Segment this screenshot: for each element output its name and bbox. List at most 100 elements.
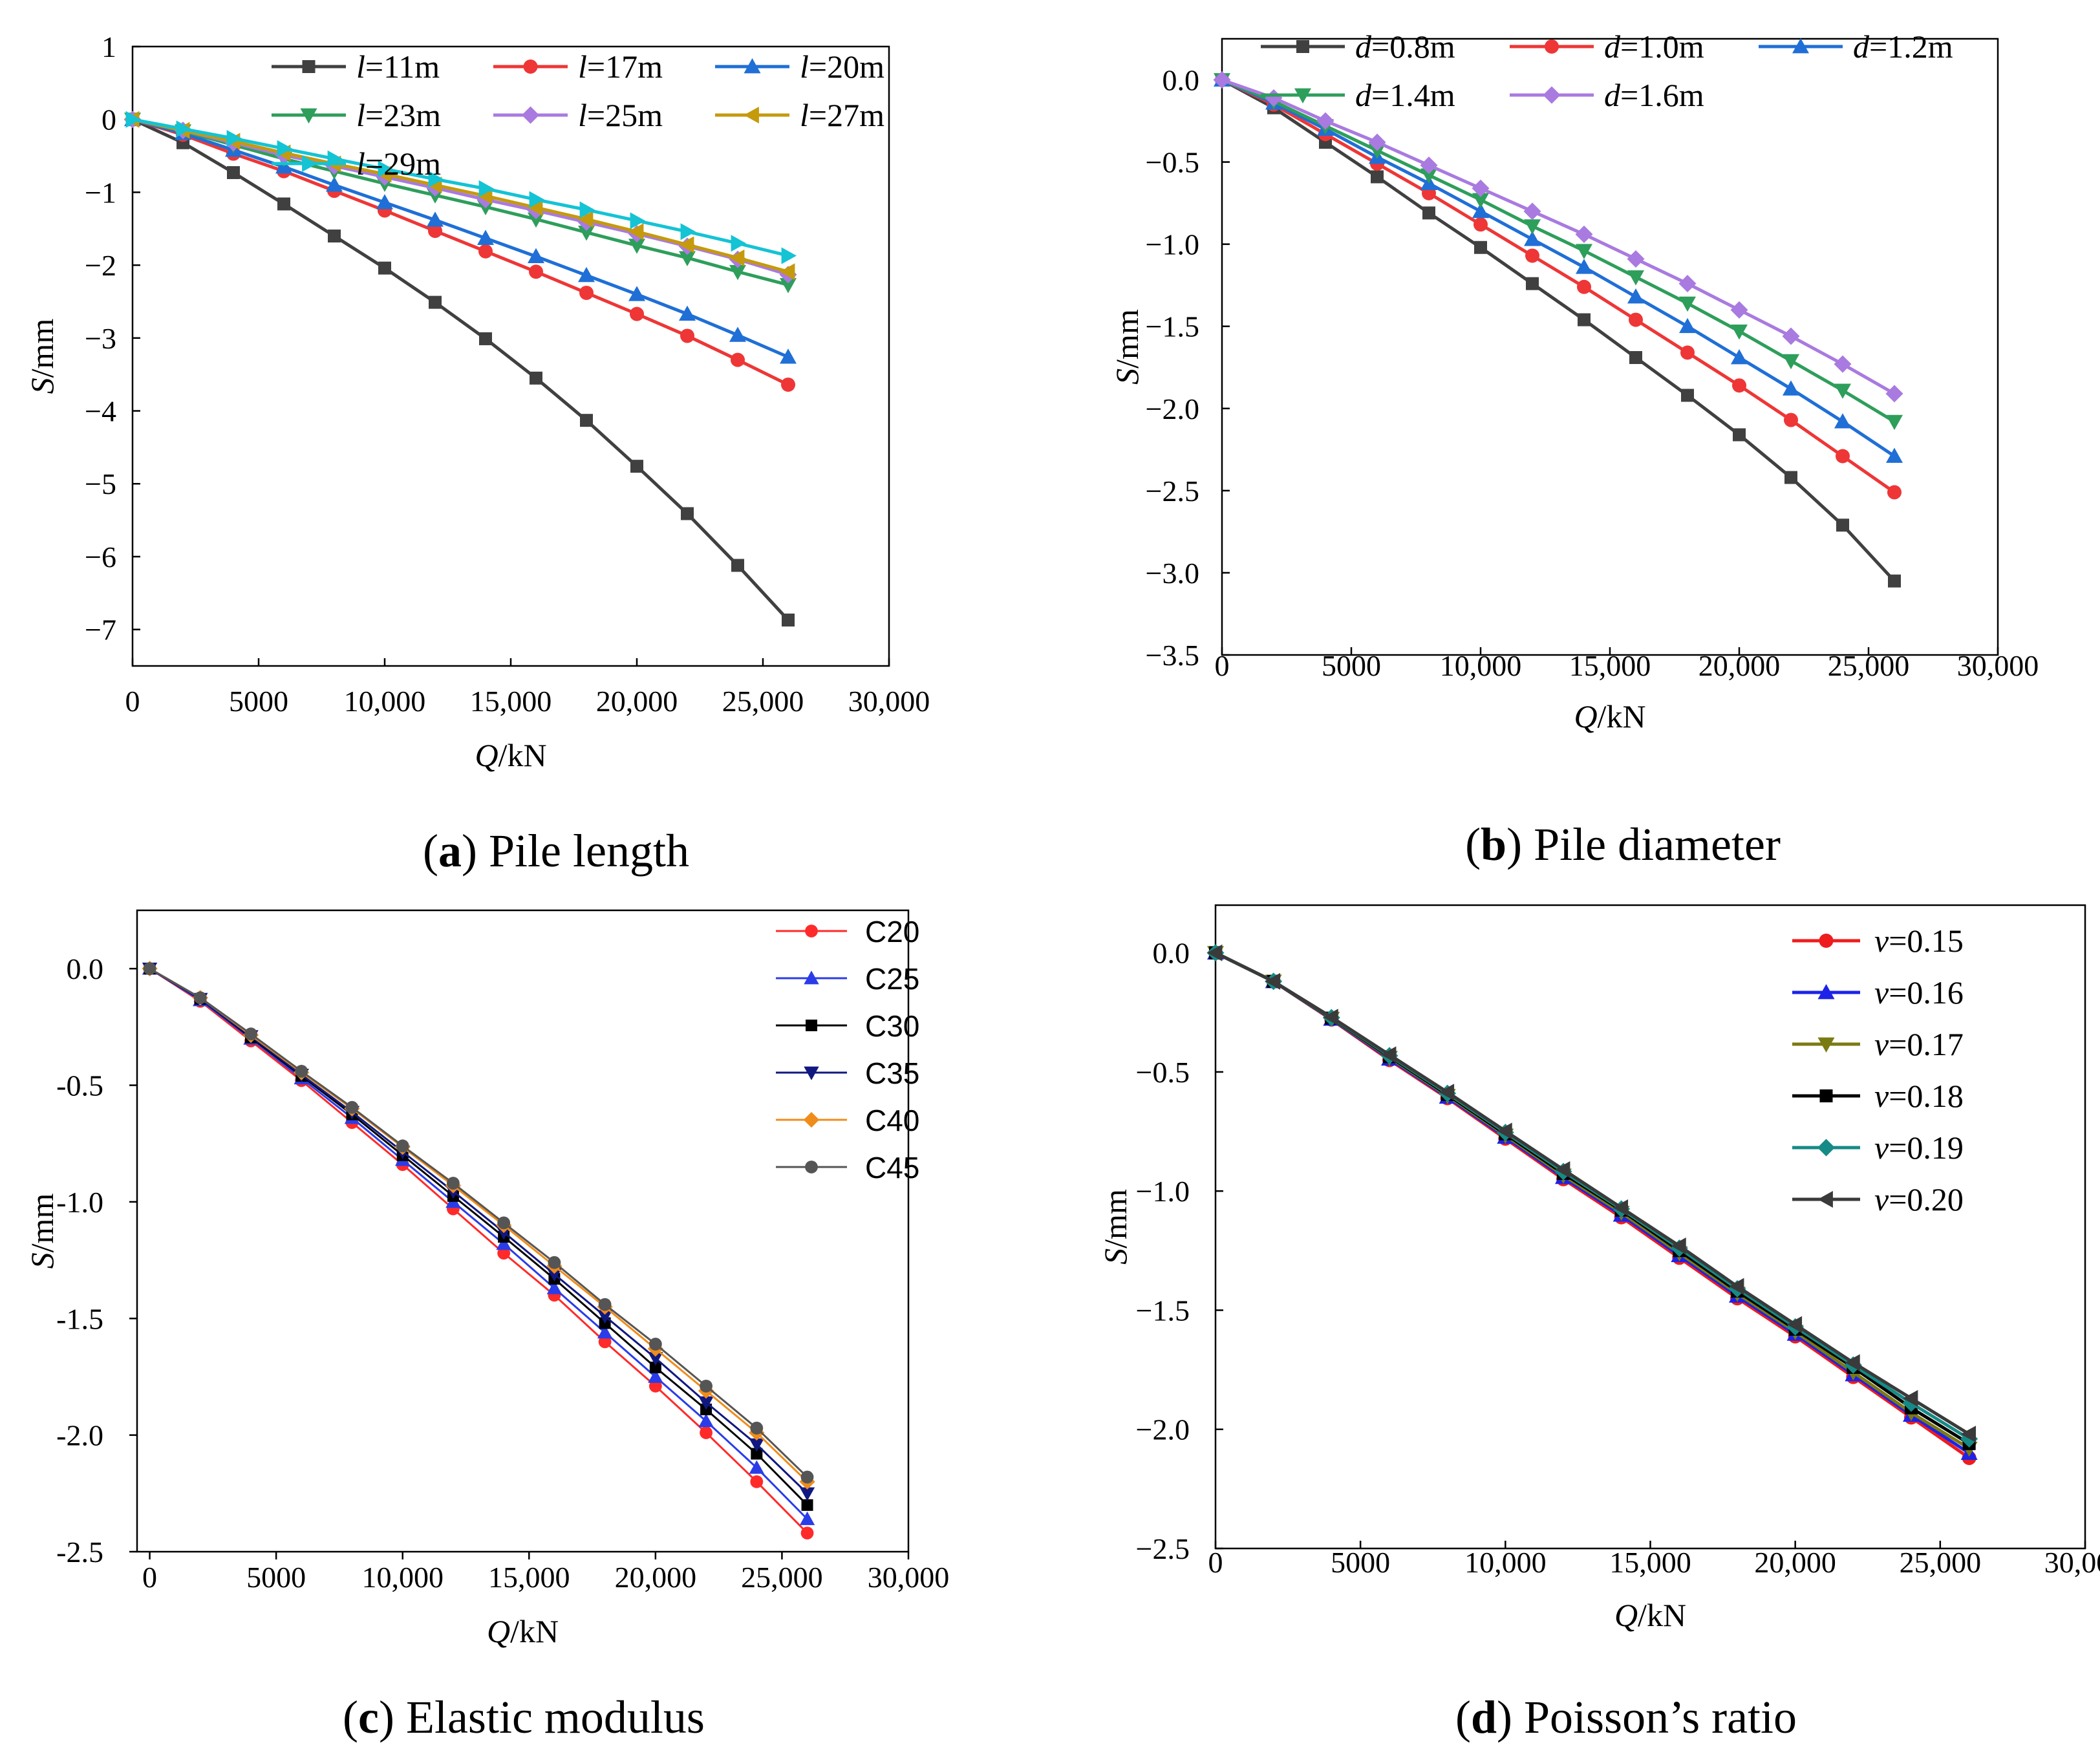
y-tick-label: −3.0 bbox=[1146, 557, 1199, 590]
legend-label: d=1.6m bbox=[1604, 77, 1704, 113]
data-point bbox=[1439, 1084, 1455, 1101]
legend-label: v=0.20 bbox=[1874, 1181, 1964, 1217]
data-point bbox=[628, 286, 645, 301]
series-line bbox=[149, 967, 808, 1478]
data-point bbox=[447, 1177, 460, 1190]
x-tick-label: 0 bbox=[1208, 1546, 1223, 1579]
data-point bbox=[1834, 355, 1852, 373]
legend-label: l=11m bbox=[356, 48, 440, 85]
legend-marker bbox=[1817, 1139, 1835, 1157]
data-point bbox=[578, 211, 594, 228]
legend: v=0.15 v=0.16 v=0.17 v=0.18 v=0.19 v=0.20 bbox=[1792, 923, 1964, 1217]
data-point bbox=[1886, 414, 1903, 431]
data-point bbox=[679, 236, 694, 253]
data-point bbox=[1679, 296, 1696, 312]
data-point bbox=[125, 111, 141, 128]
y-tick-label: −6 bbox=[85, 541, 116, 573]
data-point bbox=[700, 1379, 712, 1393]
data-point bbox=[679, 305, 696, 321]
legend: l=11m l=17m l=20m l=23m l=25m l=27m l=29m bbox=[272, 48, 884, 182]
series-line bbox=[132, 118, 789, 257]
data-point bbox=[1903, 1389, 1918, 1407]
data-point bbox=[328, 230, 341, 243]
data-point bbox=[227, 166, 240, 179]
series-0 bbox=[126, 112, 795, 626]
x-tick-label: 5000 bbox=[246, 1561, 306, 1594]
series-line bbox=[149, 967, 808, 1534]
y-axis-title: S/mm bbox=[1097, 1189, 1133, 1265]
data-point bbox=[1783, 380, 1799, 396]
legend-marker bbox=[1817, 984, 1835, 1000]
legend-marker bbox=[522, 106, 539, 124]
data-point bbox=[1555, 1161, 1570, 1179]
panel-caption: (a) Pile length bbox=[423, 825, 689, 877]
y-tick-label: −0.5 bbox=[1146, 146, 1199, 179]
x-tick-label: 30,000 bbox=[1957, 649, 2039, 682]
x-tick-label: 10,000 bbox=[361, 1561, 444, 1594]
data-point bbox=[428, 224, 442, 239]
x-tick-label: 30,000 bbox=[2044, 1546, 2100, 1579]
data-point bbox=[478, 180, 494, 197]
legend-label: v=0.15 bbox=[1874, 923, 1964, 959]
data-point bbox=[1474, 241, 1487, 254]
y-tick-label: −5 bbox=[85, 467, 116, 500]
legend-entry: l=27m bbox=[715, 97, 884, 133]
data-point bbox=[528, 199, 543, 217]
x-tick-label: 25,000 bbox=[1828, 649, 1910, 682]
legend-marker bbox=[1792, 38, 1809, 54]
data-point bbox=[1472, 179, 1490, 197]
x-tick-label: 15,000 bbox=[488, 1561, 570, 1594]
data-point bbox=[1523, 202, 1541, 220]
data-point bbox=[598, 1335, 612, 1349]
data-point bbox=[1834, 383, 1851, 399]
x-tick-label: 10,000 bbox=[344, 685, 426, 718]
data-point bbox=[731, 559, 744, 572]
data-point bbox=[497, 1247, 511, 1260]
y-tick-label: −1.0 bbox=[1146, 228, 1199, 261]
series-5 bbox=[143, 962, 814, 1484]
y-tick-label: −2.0 bbox=[1136, 1413, 1190, 1446]
series-line bbox=[1221, 78, 1896, 494]
panel-caption: (b) Pile diameter bbox=[1465, 819, 1781, 870]
data-point bbox=[193, 991, 207, 1005]
legend-label: C35 bbox=[865, 1056, 919, 1090]
data-point bbox=[1731, 349, 1748, 365]
y-tick-label: −7 bbox=[85, 614, 116, 647]
legend-entry: d=1.0m bbox=[1510, 28, 1704, 65]
data-point bbox=[729, 249, 745, 266]
data-point bbox=[579, 201, 595, 219]
legend-label: v=0.19 bbox=[1874, 1130, 1964, 1166]
data-point bbox=[680, 328, 694, 343]
x-axis-title: Q/kN bbox=[487, 1613, 559, 1649]
legend-entry: C20 bbox=[776, 915, 919, 948]
data-point bbox=[378, 261, 391, 275]
data-point bbox=[1786, 1316, 1803, 1333]
legend-label: v=0.17 bbox=[1874, 1026, 1964, 1062]
series-line bbox=[132, 118, 789, 359]
data-point bbox=[750, 1475, 764, 1488]
x-tick-label: 20,000 bbox=[615, 1561, 697, 1594]
data-point bbox=[1381, 1046, 1397, 1064]
legend-entry: v=0.17 bbox=[1792, 1026, 1964, 1062]
legend-marker bbox=[1296, 40, 1309, 53]
data-point bbox=[1886, 447, 1903, 463]
legend-marker bbox=[805, 925, 818, 937]
legend-marker bbox=[300, 108, 317, 123]
data-point bbox=[800, 1470, 814, 1484]
x-tick-label: 0 bbox=[1215, 649, 1230, 682]
data-point bbox=[396, 1139, 409, 1153]
data-point bbox=[244, 1027, 257, 1041]
series-line bbox=[149, 967, 808, 1520]
legend-marker bbox=[744, 107, 759, 123]
series-6 bbox=[125, 111, 797, 264]
y-tick-label: -2.5 bbox=[56, 1536, 103, 1569]
y-tick-label: 0 bbox=[102, 103, 116, 136]
series-2 bbox=[124, 111, 797, 364]
data-point bbox=[528, 248, 544, 263]
data-point bbox=[1627, 288, 1644, 304]
data-point bbox=[496, 1236, 511, 1250]
legend-label: l=25m bbox=[578, 97, 663, 133]
data-point bbox=[1885, 385, 1903, 403]
data-point bbox=[1960, 1426, 1977, 1443]
data-point bbox=[679, 251, 696, 266]
